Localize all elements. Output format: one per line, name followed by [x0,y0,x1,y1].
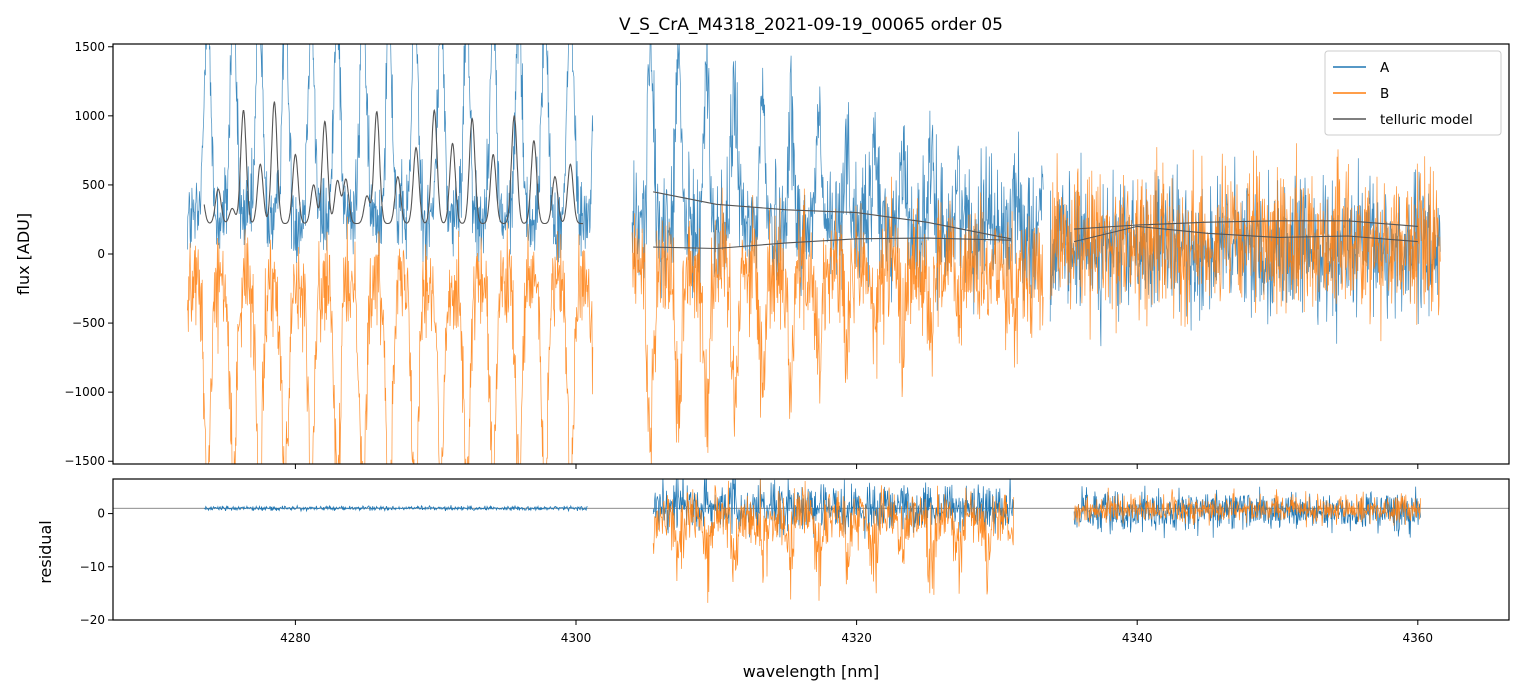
top-y-tick-label: 1500 [74,40,105,54]
legend: A B telluric model [1324,50,1502,136]
top-y-axis: −1500 −1000 −500 0 500 1000 1500 [64,40,113,468]
bottom-y-axis: −20 −10 0 [80,507,113,627]
telluric-model-line [1074,220,1418,230]
bottom-y-axis-label: residual [36,520,55,583]
series-a-line [187,44,594,271]
top-y-tick-label: −1500 [64,454,105,468]
legend-box [1324,50,1502,136]
x-axis-label: wavelength [nm] [743,662,880,681]
residual-a-line [203,504,588,513]
legend-label-telluric: telluric model [1380,112,1473,128]
top-y-tick-label: −500 [72,316,105,330]
residual-a-line [652,479,1015,539]
series-b-line [187,216,594,464]
bottom-plot-area [113,479,1509,603]
bottom-panel: −20 −10 0 4280 4300 4320 4340 4360 residual [36,478,1510,645]
bottom-panel-frame [112,478,1510,621]
top-plot-area [187,44,1441,464]
top-y-tick-label: 0 [97,247,105,261]
bottom-y-tick-label: −10 [80,560,105,574]
telluric-model-line [653,191,1012,240]
legend-label-b: B [1380,86,1389,102]
x-tick-label: 4340 [1122,631,1153,645]
bottom-y-tick-label: 0 [97,507,105,521]
top-y-tick-label: 1000 [74,109,105,123]
top-y-axis-label: flux [ADU] [14,213,33,295]
x-tick-label: 4300 [561,631,592,645]
x-tick-label: 4280 [280,631,311,645]
top-panel: −1500 −1000 −500 0 500 1000 1500 flux [ADU] A … [14,40,1510,469]
top-y-tick-label: 500 [82,178,105,192]
series-b-line [1049,143,1441,342]
telluric-model-line [1073,225,1418,243]
legend-label-a: A [1380,60,1390,76]
residual-b-line [652,479,1015,603]
bottom-x-axis: 4280 4300 4320 4340 4360 [280,620,1433,645]
residual-b-line [1073,487,1421,528]
telluric-model-line [653,237,1011,250]
bottom-y-tick-label: −20 [80,613,105,627]
chart-title: V_S_CrA_M4318_2021-09-19_00065 order 05 [619,15,1003,35]
x-tick-label: 4320 [841,631,872,645]
top-x-axis-ticks [294,464,1419,469]
series-b-line [631,176,1044,464]
top-y-tick-label: −1000 [64,385,105,399]
x-tick-label: 4360 [1403,631,1434,645]
telluric-model-line [203,100,583,225]
